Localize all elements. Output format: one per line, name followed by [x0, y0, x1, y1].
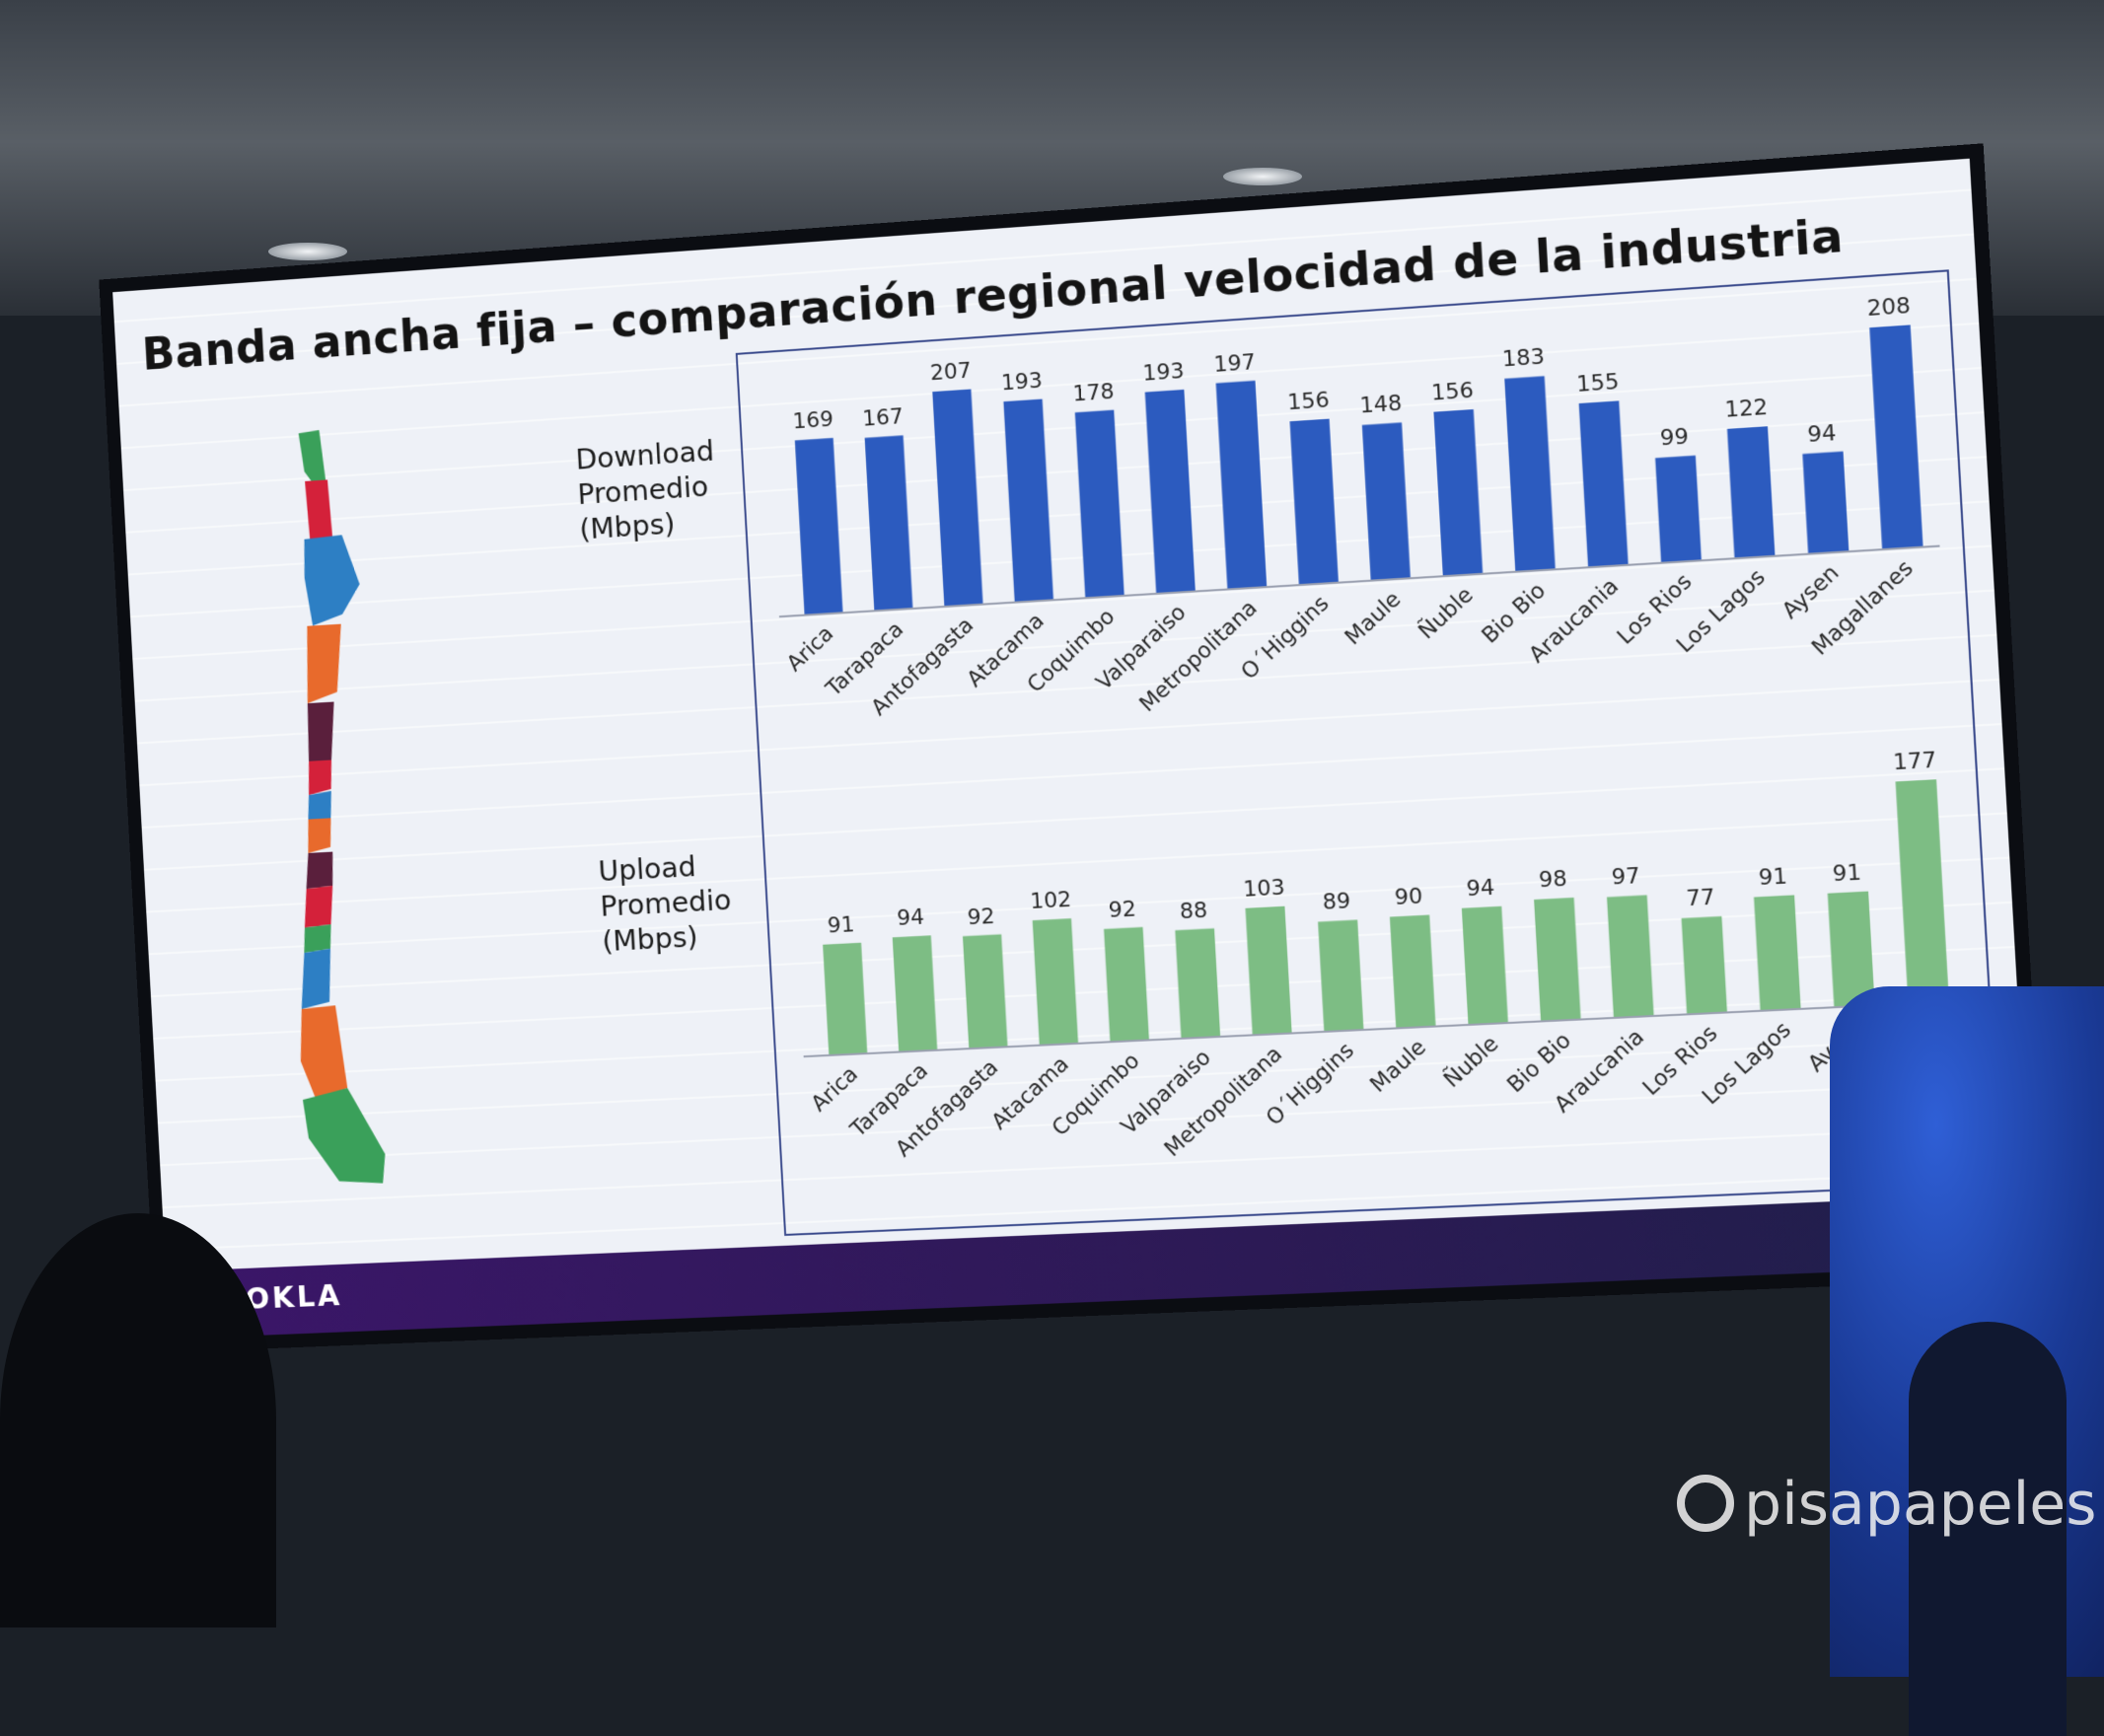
upload-bar: [1104, 927, 1149, 1042]
watermark: pisapapeles: [1677, 1470, 2096, 1539]
upload-value-label: 94: [897, 905, 925, 932]
download-category-label: Aysen: [1778, 560, 1845, 624]
upload-value-label: 91: [827, 912, 855, 939]
upload-value-label: 97: [1611, 864, 1640, 891]
upload-value-label: 91: [1758, 864, 1788, 891]
download-category-label: Arica: [782, 621, 838, 677]
upload-bar: [1607, 895, 1654, 1018]
download-bar: [1003, 399, 1053, 603]
download-value-label: 94: [1807, 420, 1838, 448]
download-bar: [865, 435, 913, 611]
download-category-label: Maule: [1341, 587, 1407, 650]
upload-bar: [1390, 915, 1436, 1029]
download-category-label: Metropolitana: [1135, 596, 1263, 718]
upload-bar: [1754, 895, 1801, 1010]
upload-value-label: 90: [1394, 884, 1423, 910]
download-bar: [1727, 426, 1776, 558]
upload-value-label: 77: [1686, 885, 1715, 911]
chile-map-graphic: [260, 411, 520, 1196]
download-bar: [1216, 381, 1268, 590]
upload-category-label: Metropolitana: [1160, 1042, 1287, 1162]
download-bar-chart: 169Arica167Tarapaca207Antofagasta193Atac…: [736, 272, 1971, 785]
download-value-label: 122: [1724, 395, 1769, 423]
upload-bar: [1033, 918, 1078, 1046]
download-bar: [1145, 390, 1196, 594]
download-value-label: 156: [1430, 378, 1474, 405]
download-value-label: 169: [792, 407, 834, 435]
download-bar: [932, 390, 982, 607]
upload-value-label: 98: [1538, 867, 1567, 894]
download-value-label: 155: [1576, 370, 1621, 398]
download-bar: [1290, 419, 1339, 586]
upload-bar: [1534, 898, 1581, 1022]
presentation-screen: Banda ancha fija – comparación regional …: [99, 143, 2048, 1352]
download-value-label: 178: [1072, 379, 1115, 406]
upload-bar: [1175, 928, 1220, 1039]
upload-bar: [1896, 779, 1949, 1004]
chile-region-map: [260, 411, 520, 1196]
ceiling-light: [1223, 168, 1302, 185]
download-value-label: 156: [1287, 388, 1331, 415]
upload-bar: [1682, 916, 1727, 1014]
download-value-label: 197: [1213, 349, 1257, 377]
download-category-label: Ñuble: [1413, 581, 1479, 645]
slide: Banda ancha fija – comparación regional …: [112, 159, 2033, 1339]
download-bar: [1433, 409, 1483, 576]
upload-value-label: 88: [1179, 898, 1208, 924]
download-value-label: 193: [1142, 358, 1186, 386]
download-value-label: 148: [1359, 392, 1403, 419]
upload-category-label: Maule: [1365, 1035, 1431, 1098]
download-value-label: 207: [929, 358, 972, 386]
upload-value-label: 92: [1108, 897, 1136, 923]
upload-bar: [1246, 906, 1292, 1036]
upload-value-label: 94: [1466, 875, 1495, 902]
upload-value-label: 103: [1243, 875, 1286, 903]
download-value-label: 193: [1000, 368, 1043, 396]
upload-value-label: 177: [1892, 748, 1936, 775]
download-bar: [1802, 452, 1849, 554]
pisapapeles-logo-icon: [1677, 1475, 1734, 1532]
upload-value-label: 89: [1322, 889, 1351, 915]
download-bar: [1504, 376, 1556, 572]
download-bar: [1655, 456, 1702, 563]
upload-axis-label: Upload Promedio (Mbps): [598, 845, 767, 959]
download-value-label: 167: [862, 404, 905, 432]
upload-category-label: Arica: [807, 1061, 863, 1117]
upload-bar-chart: 91Arica94Tarapaca92Antofagasta102Atacama…: [760, 727, 1996, 1224]
download-axis-label: Download Promedio (Mbps): [575, 431, 744, 546]
audience-silhouette: [0, 1213, 276, 1628]
download-bar: [1075, 410, 1125, 599]
upload-bar: [893, 935, 938, 1051]
upload-value-label: 102: [1030, 888, 1072, 915]
download-value-label: 183: [1501, 344, 1545, 373]
upload-bar: [1318, 920, 1363, 1032]
download-bar: [1579, 400, 1629, 567]
upload-value-label: 91: [1832, 860, 1862, 887]
upload-label-line: (Mbps): [602, 915, 767, 959]
upload-category-label: Ñuble: [1438, 1030, 1504, 1093]
upload-value-label: 92: [967, 904, 995, 930]
upload-bar: [963, 934, 1008, 1049]
watermark-text: pisapapeles: [1744, 1470, 2096, 1539]
ceiling-light: [268, 243, 347, 260]
download-value-label: 208: [1866, 293, 1911, 322]
foreground-blue-object: [1830, 986, 2104, 1677]
download-bar: [795, 438, 843, 615]
download-value-label: 99: [1659, 424, 1689, 452]
upload-bar: [823, 943, 867, 1055]
upload-bar: [1462, 906, 1508, 1025]
download-bar: [1362, 422, 1411, 580]
download-bar: [1869, 325, 1923, 549]
